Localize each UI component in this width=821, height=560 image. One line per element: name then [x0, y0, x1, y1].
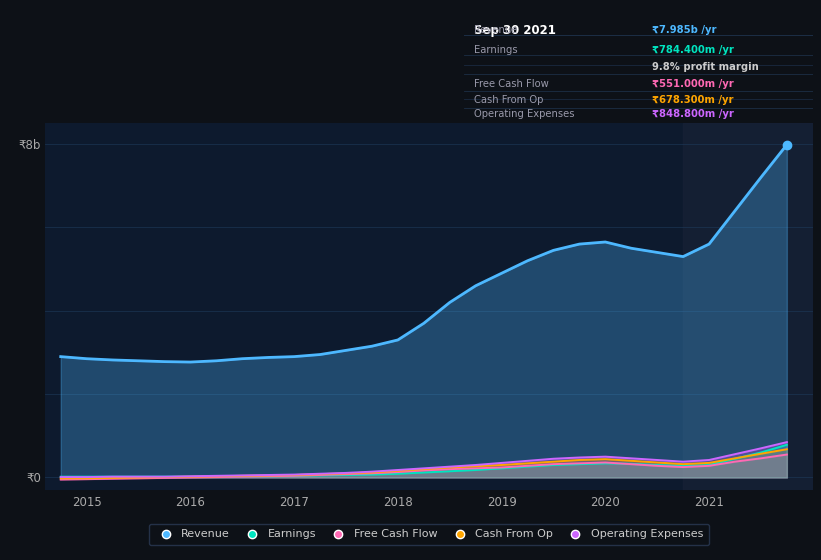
Text: Free Cash Flow: Free Cash Flow [475, 79, 549, 89]
Text: ₹678.300m /yr: ₹678.300m /yr [653, 95, 734, 105]
Text: ₹551.000m /yr: ₹551.000m /yr [653, 79, 734, 89]
Text: Revenue: Revenue [475, 26, 518, 35]
Text: ₹784.400m /yr: ₹784.400m /yr [653, 45, 734, 55]
Text: 9.8% profit margin: 9.8% profit margin [653, 62, 759, 72]
Text: Cash From Op: Cash From Op [475, 95, 544, 105]
Text: ₹7.985b /yr: ₹7.985b /yr [653, 26, 717, 35]
Text: Earnings: Earnings [475, 45, 518, 55]
Legend: Revenue, Earnings, Free Cash Flow, Cash From Op, Operating Expenses: Revenue, Earnings, Free Cash Flow, Cash … [149, 524, 709, 545]
Text: Operating Expenses: Operating Expenses [475, 109, 575, 119]
Text: Sep 30 2021: Sep 30 2021 [475, 24, 556, 37]
Bar [683, 123, 813, 490]
Text: ₹848.800m /yr: ₹848.800m /yr [653, 109, 734, 119]
